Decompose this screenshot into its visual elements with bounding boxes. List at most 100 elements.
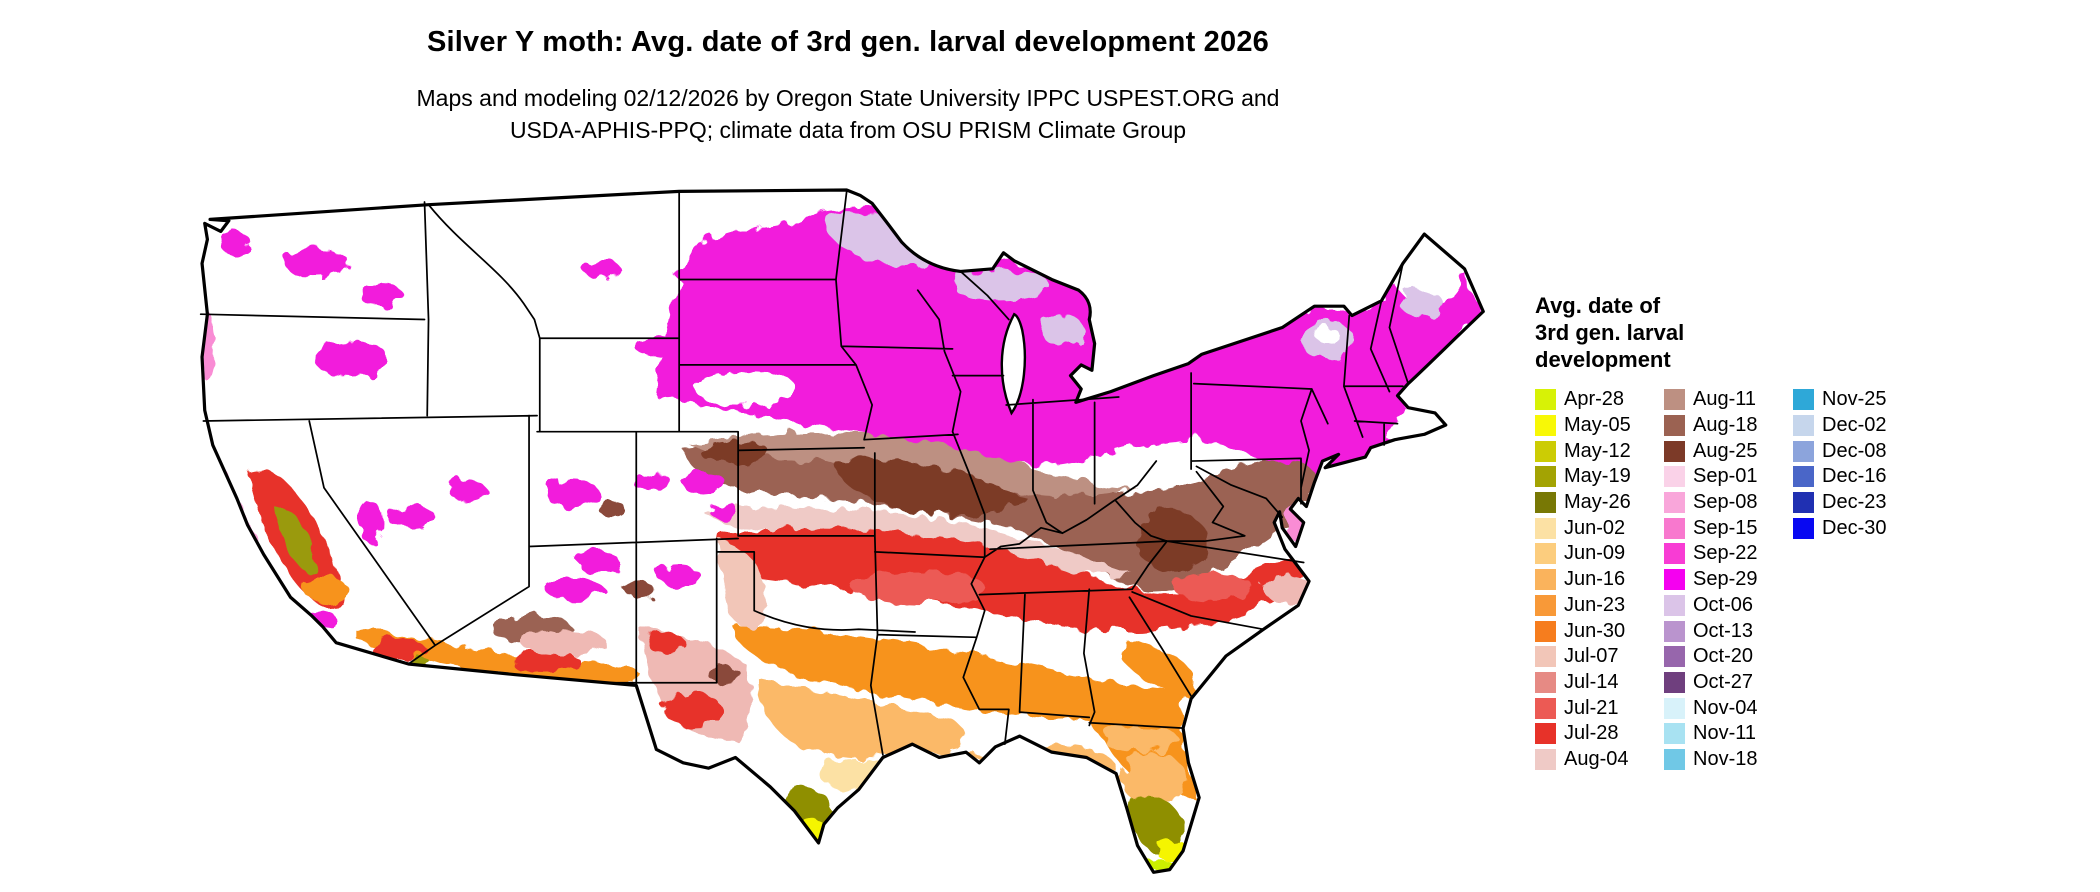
legend-item: Sep-29 bbox=[1664, 567, 1793, 593]
legend-label: Sep-29 bbox=[1693, 568, 1758, 591]
legend-label: Oct-20 bbox=[1693, 645, 1754, 668]
legend-item: Oct-13 bbox=[1664, 618, 1793, 644]
legend-swatch bbox=[1535, 748, 1556, 770]
legend-swatch bbox=[1535, 517, 1556, 539]
legend-swatch bbox=[1535, 646, 1556, 668]
legend-item: Jun-16 bbox=[1535, 567, 1664, 593]
legend-item: May-26 bbox=[1535, 490, 1664, 516]
legend-label: Oct-13 bbox=[1693, 619, 1754, 642]
legend-swatch bbox=[1664, 440, 1685, 462]
legend-swatch bbox=[1535, 723, 1556, 745]
page-subtitle: Maps and modeling 02/12/2026 by Oregon S… bbox=[0, 82, 1696, 146]
legend-item: Jun-09 bbox=[1535, 541, 1664, 567]
legend-swatch bbox=[1793, 415, 1814, 437]
legend-swatch bbox=[1664, 415, 1685, 437]
legend-item: Dec-16 bbox=[1793, 464, 1922, 490]
legend-swatch bbox=[1664, 492, 1685, 514]
legend-item: Oct-06 bbox=[1664, 593, 1793, 619]
legend-item: Sep-08 bbox=[1664, 490, 1793, 516]
legend-title-line-1: Avg. date of bbox=[1535, 293, 1661, 318]
legend-label: Apr-28 bbox=[1564, 388, 1625, 411]
legend-label: Jun-02 bbox=[1564, 516, 1626, 539]
legend-columns: Apr-28 May-05 May-12 May-19 bbox=[1535, 387, 2095, 772]
legend-swatch bbox=[1664, 517, 1685, 539]
legend-swatch bbox=[1535, 466, 1556, 488]
subtitle-line-2: USDA-APHIS-PPQ; climate data from OSU PR… bbox=[509, 117, 1187, 143]
legend-swatch bbox=[1664, 620, 1685, 642]
legend-column-1: Apr-28 May-05 May-12 May-19 bbox=[1535, 387, 1664, 772]
legend-item: Jul-21 bbox=[1535, 695, 1664, 721]
legend-swatch bbox=[1664, 646, 1685, 668]
legend-item: Apr-28 bbox=[1535, 387, 1664, 413]
legend-label: Aug-18 bbox=[1693, 414, 1758, 437]
legend-swatch bbox=[1793, 440, 1814, 462]
legend-swatch bbox=[1535, 620, 1556, 642]
us-map bbox=[199, 188, 1485, 874]
subtitle-line-1: Maps and modeling 02/12/2026 by Oregon S… bbox=[416, 85, 1280, 111]
legend-swatch bbox=[1535, 543, 1556, 565]
us-outline bbox=[200, 188, 1485, 874]
legend-label: Sep-22 bbox=[1693, 542, 1758, 565]
legend-title-line-3: development bbox=[1535, 347, 1671, 372]
legend-label: Dec-23 bbox=[1822, 491, 1887, 514]
legend-column-2: Aug-11 Aug-18 Aug-25 Sep-01 bbox=[1664, 387, 1793, 772]
legend-label: Aug-11 bbox=[1693, 388, 1757, 411]
legend-label: Dec-16 bbox=[1822, 465, 1887, 488]
legend-swatch bbox=[1535, 440, 1556, 462]
legend-swatch bbox=[1535, 671, 1556, 693]
legend-item: Nov-04 bbox=[1664, 695, 1793, 721]
legend-item: Oct-20 bbox=[1664, 644, 1793, 670]
legend-item: Aug-18 bbox=[1664, 413, 1793, 439]
legend-item: Aug-04 bbox=[1535, 747, 1664, 773]
legend-item: Dec-02 bbox=[1793, 413, 1922, 439]
legend-label: Nov-04 bbox=[1693, 696, 1758, 719]
legend-label: Nov-18 bbox=[1693, 747, 1758, 770]
map-area bbox=[194, 186, 1494, 887]
legend-column-3: Nov-25 Dec-02 Dec-08 Dec-16 bbox=[1793, 387, 1922, 541]
legend-swatch bbox=[1664, 671, 1685, 693]
legend-item: Nov-11 bbox=[1664, 721, 1793, 747]
legend-item: Jun-30 bbox=[1535, 618, 1664, 644]
legend-swatch bbox=[1535, 389, 1556, 411]
legend-label: Jul-28 bbox=[1564, 722, 1619, 745]
legend-label: Aug-25 bbox=[1693, 439, 1758, 462]
legend-label: Aug-04 bbox=[1564, 747, 1629, 770]
legend-label: Jun-23 bbox=[1564, 593, 1626, 616]
legend-title: Avg. date of 3rd gen. larval development bbox=[1535, 292, 2095, 373]
legend-item: Nov-25 bbox=[1793, 387, 1922, 413]
state-borders bbox=[199, 190, 1410, 756]
legend-label: Sep-01 bbox=[1693, 465, 1758, 488]
legend-swatch bbox=[1793, 517, 1814, 539]
legend-label: Jul-14 bbox=[1564, 670, 1619, 693]
legend-swatch bbox=[1664, 723, 1685, 745]
legend-label: May-05 bbox=[1564, 414, 1631, 437]
legend-label: Jun-09 bbox=[1564, 542, 1626, 565]
legend-item: Jul-14 bbox=[1535, 670, 1664, 696]
legend-item: Sep-15 bbox=[1664, 515, 1793, 541]
legend-swatch bbox=[1535, 569, 1556, 591]
legend-item: Jun-02 bbox=[1535, 515, 1664, 541]
legend-item: Dec-23 bbox=[1793, 490, 1922, 516]
legend-item: Aug-11 bbox=[1664, 387, 1793, 413]
legend-item: May-12 bbox=[1535, 438, 1664, 464]
legend-swatch bbox=[1793, 389, 1814, 411]
legend-swatch bbox=[1664, 466, 1685, 488]
legend-item: Jun-23 bbox=[1535, 593, 1664, 619]
legend-item: Oct-27 bbox=[1664, 670, 1793, 696]
legend-swatch bbox=[1664, 543, 1685, 565]
legend-label: Dec-08 bbox=[1822, 439, 1887, 462]
legend: Avg. date of 3rd gen. larval development… bbox=[1535, 292, 2095, 772]
legend-item: Dec-30 bbox=[1793, 515, 1922, 541]
legend-item: Jul-07 bbox=[1535, 644, 1664, 670]
legend-swatch bbox=[1535, 415, 1556, 437]
choropleth-bands bbox=[202, 190, 1481, 871]
legend-item: May-05 bbox=[1535, 413, 1664, 439]
legend-label: May-12 bbox=[1564, 439, 1631, 462]
legend-swatch bbox=[1664, 389, 1685, 411]
legend-title-line-2: 3rd gen. larval bbox=[1535, 320, 1685, 345]
legend-label: Oct-27 bbox=[1693, 670, 1754, 693]
lake-michigan bbox=[1000, 312, 1027, 416]
legend-label: Dec-30 bbox=[1822, 516, 1887, 539]
legend-item: Sep-01 bbox=[1664, 464, 1793, 490]
legend-swatch bbox=[1664, 569, 1685, 591]
